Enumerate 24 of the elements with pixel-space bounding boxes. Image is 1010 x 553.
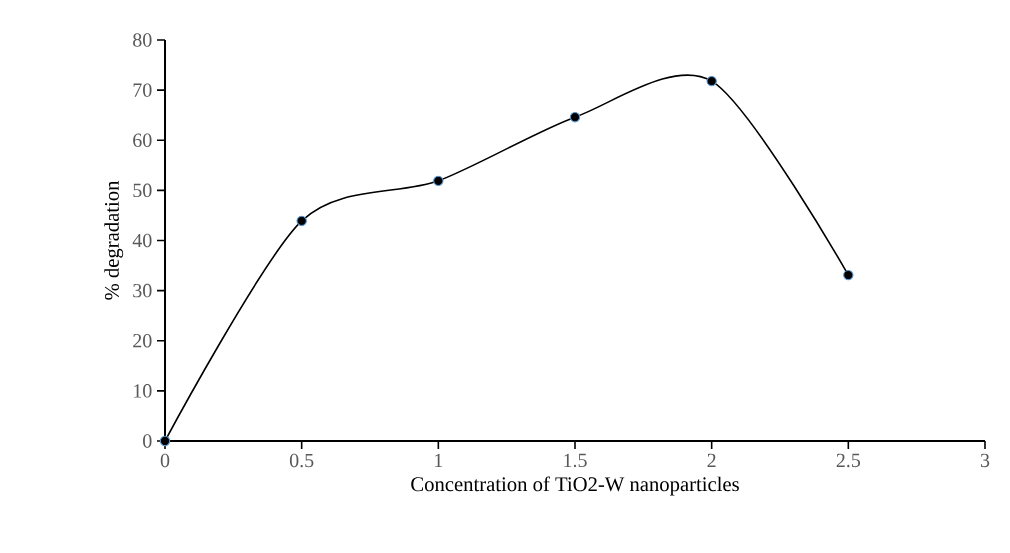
point: [843, 269, 854, 281]
point: [433, 175, 444, 187]
x-axis-title: Concentration of TiO2-W nanoparticles: [411, 476, 739, 496]
x-tick-label: 2: [707, 453, 716, 467]
y-tick-label: 10: [134, 384, 152, 398]
point: [569, 111, 581, 123]
x-tick-label: 1: [435, 453, 443, 467]
y-axis-title: % degradation: [104, 180, 124, 300]
y-tick-label: 60: [133, 133, 152, 147]
y-tick-label: 50: [133, 183, 152, 198]
x-tick-label: 0.5: [289, 453, 314, 468]
y-tick-label: 0: [143, 434, 152, 448]
y-tick-label: 80: [133, 33, 152, 47]
point: [159, 435, 171, 447]
point: [296, 215, 307, 227]
x-tick-label: 3: [980, 453, 990, 468]
y-tick-label: 20: [133, 333, 152, 348]
point: [706, 75, 717, 87]
x-tick-label: 1.5: [564, 453, 587, 468]
x-tick-label: 0: [160, 453, 170, 468]
y-tick-label: 40: [132, 233, 152, 248]
y-tick-label: 30: [133, 283, 152, 298]
y-tick-label: 70: [133, 83, 152, 97]
x-tick-label: 2.5: [836, 453, 861, 468]
